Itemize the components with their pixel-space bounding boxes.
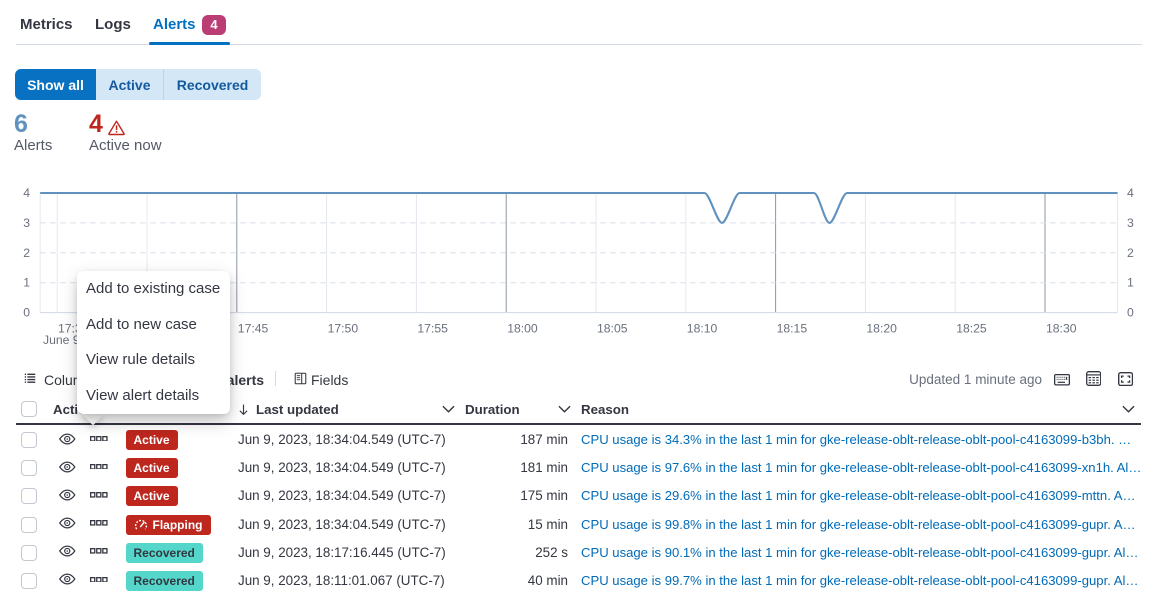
svg-text:18:15: 18:15 [777, 322, 808, 336]
svg-text:18:25: 18:25 [956, 322, 987, 336]
svg-text:0: 0 [23, 306, 30, 320]
svg-text:17:45: 17:45 [238, 322, 269, 336]
svg-text:2: 2 [23, 246, 30, 260]
svg-text:18:05: 18:05 [597, 322, 628, 336]
svg-text:18:20: 18:20 [866, 322, 897, 336]
svg-text:18:30: 18:30 [1046, 322, 1077, 336]
svg-text:17:55: 17:55 [417, 322, 448, 336]
svg-text:1: 1 [23, 276, 30, 290]
svg-text:0: 0 [1127, 306, 1134, 320]
svg-text:3: 3 [23, 216, 30, 230]
svg-text:4: 4 [1127, 186, 1134, 200]
svg-text:18:10: 18:10 [687, 322, 718, 336]
svg-text:17:50: 17:50 [328, 322, 359, 336]
svg-text:4: 4 [23, 186, 30, 200]
svg-text:3: 3 [1127, 216, 1134, 230]
svg-text:2: 2 [1127, 246, 1134, 260]
svg-text:1: 1 [1127, 276, 1134, 290]
svg-text:18:00: 18:00 [507, 322, 538, 336]
